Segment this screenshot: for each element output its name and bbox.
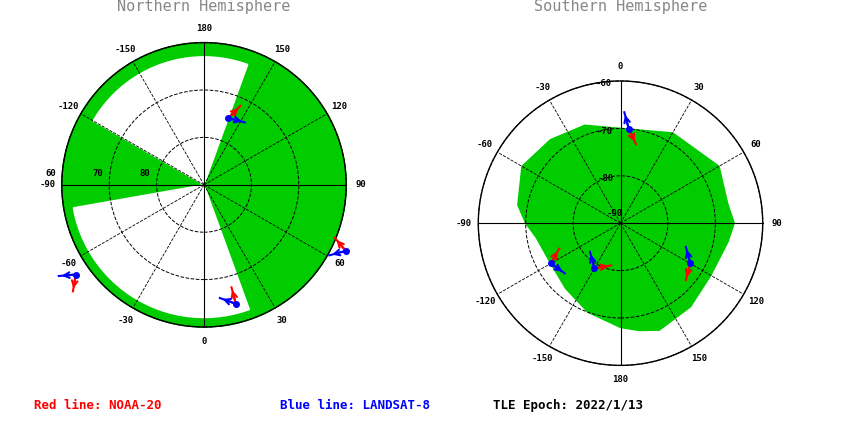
Text: -150: -150 <box>115 45 137 54</box>
Text: -90: -90 <box>456 219 472 228</box>
Polygon shape <box>73 185 249 317</box>
Text: -60: -60 <box>477 141 493 150</box>
Title: Southern Hemisphere: Southern Hemisphere <box>534 0 707 14</box>
Text: -60: -60 <box>595 79 611 88</box>
Polygon shape <box>94 57 247 185</box>
Text: -30: -30 <box>534 83 550 92</box>
Text: 180: 180 <box>613 375 628 384</box>
Polygon shape <box>479 81 762 366</box>
Text: TLE Epoch: 2022/1/13: TLE Epoch: 2022/1/13 <box>493 399 643 412</box>
Text: -30: -30 <box>117 316 133 325</box>
Text: -150: -150 <box>531 354 553 363</box>
Polygon shape <box>62 42 346 327</box>
Text: 150: 150 <box>275 45 291 54</box>
Text: -90: -90 <box>607 209 623 218</box>
Text: 60: 60 <box>751 141 762 150</box>
Text: 0: 0 <box>201 337 207 346</box>
Text: 90: 90 <box>772 219 782 228</box>
Text: 30: 30 <box>694 83 704 92</box>
Text: -80: -80 <box>598 174 614 183</box>
Text: -120: -120 <box>474 297 496 306</box>
Text: 120: 120 <box>332 102 348 111</box>
Polygon shape <box>518 125 734 331</box>
Text: 30: 30 <box>277 316 287 325</box>
Text: -90: -90 <box>39 180 55 189</box>
Text: -120: -120 <box>58 102 79 111</box>
Title: Northern Hemisphere: Northern Hemisphere <box>117 0 291 14</box>
Text: Red line: NOAA-20: Red line: NOAA-20 <box>34 399 162 412</box>
Text: 90: 90 <box>355 180 366 189</box>
Text: 80: 80 <box>140 169 150 178</box>
Text: 0: 0 <box>618 62 623 71</box>
Text: -60: -60 <box>60 258 76 267</box>
Text: 180: 180 <box>196 24 212 33</box>
Text: 60: 60 <box>334 258 345 267</box>
Text: 70: 70 <box>93 169 103 178</box>
Text: 150: 150 <box>691 354 707 363</box>
Text: -70: -70 <box>597 127 613 136</box>
Text: 120: 120 <box>748 297 764 306</box>
Text: 60: 60 <box>45 169 56 178</box>
Text: Blue line: LANDSAT-8: Blue line: LANDSAT-8 <box>280 399 430 412</box>
